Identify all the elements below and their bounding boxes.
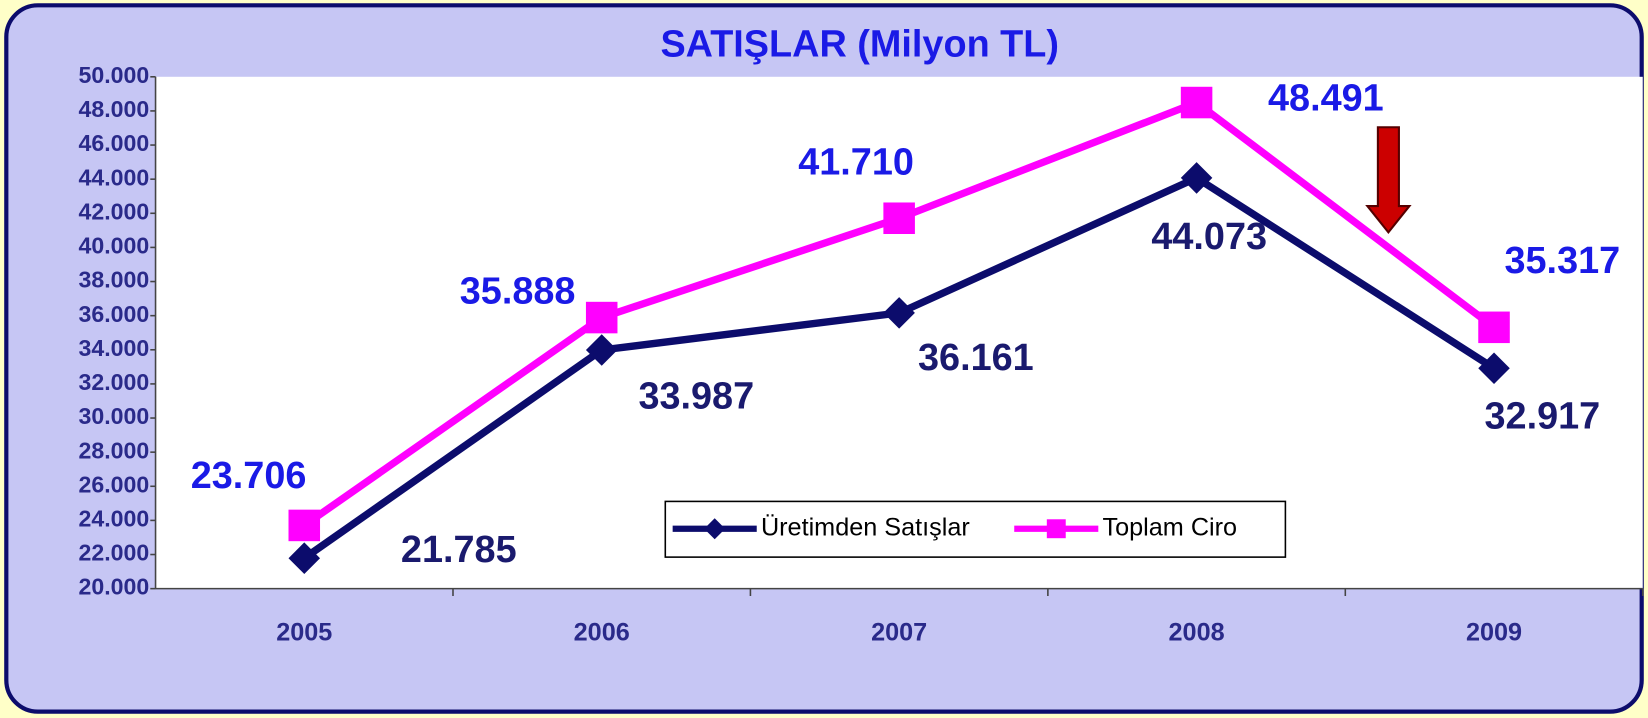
- data-label: 33.987: [638, 375, 754, 417]
- diamond-marker: [585, 334, 618, 366]
- y-tick-label: 26.000: [79, 471, 150, 497]
- data-label: 36.161: [918, 337, 1034, 379]
- data-label: 35.888: [460, 270, 576, 312]
- square-marker: [1046, 519, 1066, 539]
- diamond-marker: [1478, 352, 1510, 385]
- legend: Üretimden Satışlar Toplam Ciro: [664, 500, 1287, 558]
- x-tick-label: 2008: [1169, 618, 1225, 646]
- square-marker: [585, 301, 618, 334]
- arrow-annotation: [1365, 126, 1412, 235]
- y-tick-label: 24.000: [79, 506, 150, 532]
- x-tick-label: 2005: [276, 618, 332, 646]
- data-label: 44.073: [1151, 216, 1267, 258]
- legend-box: [664, 500, 1287, 558]
- data-label: 23.706: [191, 455, 307, 497]
- square-marker: [1478, 311, 1510, 344]
- square-marker: [883, 202, 915, 235]
- y-tick-label: 38.000: [79, 267, 150, 293]
- y-tick-label: 22.000: [79, 540, 150, 566]
- data-label: 48.491: [1268, 77, 1384, 119]
- y-tick-label: 42.000: [79, 198, 150, 224]
- data-label: 41.710: [798, 142, 914, 184]
- y-tick-label: 36.000: [79, 301, 150, 327]
- y-tick-label: 20.000: [79, 574, 150, 600]
- diamond-marker: [1180, 162, 1213, 194]
- data-label: 32.917: [1485, 396, 1601, 438]
- y-tick-label: 40.000: [79, 233, 150, 259]
- data-label: 35.317: [1504, 240, 1620, 282]
- y-tick-label: 50.000: [79, 62, 150, 88]
- chart-title: SATIŞLAR (Milyon TL): [660, 23, 1059, 65]
- square-marker: [288, 509, 321, 542]
- x-tick-label: 2006: [574, 618, 630, 646]
- x-tick-label: 2007: [871, 618, 927, 646]
- y-tick-label: 32.000: [79, 369, 150, 395]
- legend-label: Toplam Ciro: [1103, 513, 1238, 541]
- diamond-marker: [704, 518, 726, 540]
- square-marker: [1180, 86, 1213, 119]
- diamond-marker: [288, 542, 321, 574]
- data-label: 21.785: [401, 529, 517, 571]
- y-tick-label: 48.000: [79, 96, 150, 122]
- x-tick-label: 2009: [1466, 618, 1522, 646]
- y-tick-label: 30.000: [79, 403, 150, 429]
- y-tick-label: 34.000: [79, 335, 150, 361]
- y-tick-label: 28.000: [79, 437, 150, 463]
- legend-label: Üretimden Satışlar: [761, 513, 970, 541]
- y-tick-label: 44.000: [79, 164, 150, 190]
- y-tick-label: 46.000: [79, 130, 150, 156]
